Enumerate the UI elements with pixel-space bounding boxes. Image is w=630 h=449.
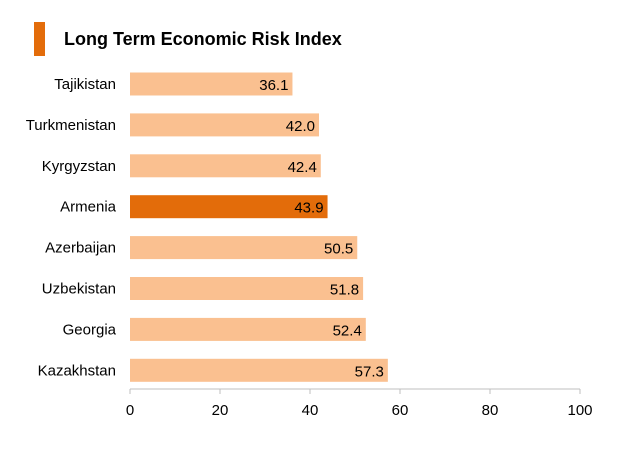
chart-title: Long Term Economic Risk Index (64, 28, 342, 49)
category-label: Georgia (63, 321, 117, 338)
x-tick-label: 80 (482, 402, 499, 419)
category-label: Tajikistan (54, 76, 116, 93)
category-label: Azerbaijan (45, 240, 116, 257)
x-tick-labels-group: 0 20 40 60 80 100 (126, 389, 593, 419)
chart-title-block: Long Term Economic Risk Index (34, 22, 342, 56)
category-label: Uzbekistan (42, 281, 116, 298)
bar-kazakhstan (130, 358, 388, 382)
value-label: 52.4 (333, 322, 362, 339)
category-label: Kyrgyzstan (42, 158, 116, 175)
x-tick-label: 60 (392, 402, 409, 419)
x-tick-label: 20 (212, 402, 229, 419)
value-labels-group: 36.1 42.0 42.4 43.9 50.5 51.8 52.4 57.3 (259, 77, 384, 380)
bar-turkmenistan (130, 113, 319, 137)
bar-uzbekistan (130, 277, 364, 300)
bar-tajikistan (130, 72, 293, 96)
value-label: 42.4 (288, 159, 317, 176)
value-label: 51.8 (330, 282, 359, 299)
bars-group (130, 72, 388, 382)
bar-azerbaijan (130, 236, 358, 260)
category-labels-group: Tajikistan Turkmenistan Kyrgyzstan Armenia A… (26, 76, 117, 379)
category-label: Kazakhstan (38, 362, 116, 379)
category-label: Armenia (60, 199, 117, 216)
bar-georgia (130, 317, 366, 341)
value-label: 36.1 (259, 77, 288, 94)
value-label: 43.9 (294, 200, 323, 217)
category-label: Turkmenistan (26, 117, 116, 134)
value-label: 50.5 (324, 241, 353, 258)
x-tick-label: 100 (567, 402, 592, 419)
x-tick-label: 0 (126, 402, 134, 419)
bar-kyrgyzstan (130, 154, 321, 178)
x-tick-label: 40 (302, 402, 319, 419)
title-accent-bar (34, 22, 45, 56)
value-label: 42.0 (286, 118, 315, 135)
bar-armenia (130, 195, 328, 219)
value-label: 57.3 (355, 363, 384, 380)
